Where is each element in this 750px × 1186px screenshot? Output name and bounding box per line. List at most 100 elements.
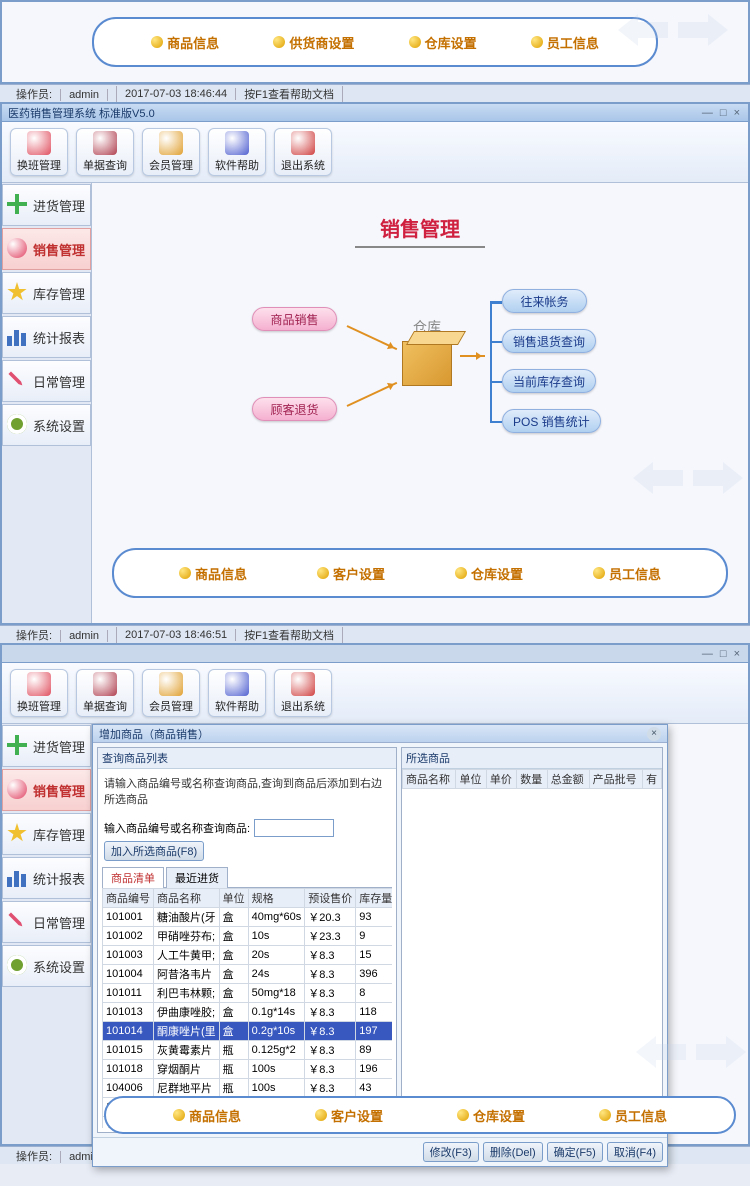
- dot-icon: [457, 1109, 469, 1121]
- node-product-sale[interactable]: 商品销售: [252, 307, 337, 331]
- dialog-button-删除(Del)[interactable]: 删除(Del): [483, 1142, 543, 1162]
- connector-icon: [490, 301, 502, 303]
- toolbar-退出系统[interactable]: 退出系统: [274, 128, 332, 176]
- dialog-button-取消(F4)[interactable]: 取消(F4): [607, 1142, 663, 1162]
- sidebar-item-库存管理[interactable]: 库存管理: [2, 813, 91, 855]
- sidebar-item-统计报表[interactable]: 统计报表: [2, 316, 91, 358]
- toolbar-软件帮助[interactable]: 软件帮助: [208, 128, 266, 176]
- dot-icon: [317, 567, 329, 579]
- close-icon[interactable]: ×: [647, 727, 661, 741]
- toolbar-换班管理[interactable]: 换班管理: [10, 669, 68, 717]
- dialog-button-修改(F3)[interactable]: 修改(F3): [423, 1142, 479, 1162]
- nav-arrows: [618, 10, 728, 50]
- node-往来帐务[interactable]: 往来帐务: [502, 289, 587, 313]
- prev-arrow-icon[interactable]: [636, 1032, 686, 1072]
- next-arrow-icon[interactable]: [696, 1032, 746, 1072]
- toolbar-软件帮助[interactable]: 软件帮助: [208, 669, 266, 717]
- col-header[interactable]: 数量: [517, 770, 547, 789]
- col-header[interactable]: 库存量: [356, 889, 392, 908]
- table-row[interactable]: 101001糖油酸片(牙盒40mg*60s￥20.393浙江昂利: [103, 908, 393, 927]
- next-arrow-icon[interactable]: [678, 10, 728, 50]
- toolbar-单据查询[interactable]: 单据查询: [76, 128, 134, 176]
- sidebar-item-库存管理[interactable]: 库存管理: [2, 272, 91, 314]
- diagram-title: 销售管理: [102, 213, 738, 242]
- col-header[interactable]: 有: [643, 770, 662, 789]
- sidebar-item-进货管理[interactable]: 进货管理: [2, 725, 91, 767]
- tab-最近进货[interactable]: 最近进货: [166, 867, 228, 888]
- add-selected-button[interactable]: 加入所选商品(F8): [104, 841, 204, 861]
- sidebar-item-日常管理[interactable]: 日常管理: [2, 901, 91, 943]
- toolbar-会员管理[interactable]: 会员管理: [142, 128, 200, 176]
- col-header[interactable]: 规格: [248, 889, 305, 908]
- link-warehouse-settings[interactable]: 仓库设置: [409, 33, 477, 52]
- col-header[interactable]: 商品编号: [103, 889, 154, 908]
- sidebar-item-统计报表[interactable]: 统计报表: [2, 857, 91, 899]
- link-customer-settings[interactable]: 客户设置: [315, 1106, 383, 1125]
- link-warehouse-settings[interactable]: 仓库设置: [457, 1106, 525, 1125]
- table-row[interactable]: 101011利巴韦林颗;盒50mg*18￥8.38四川百利: [103, 984, 393, 1003]
- link-product-info[interactable]: 商品信息: [173, 1106, 241, 1125]
- selected-panel-title: 所选商品: [402, 748, 662, 769]
- cell: 阿昔洛韦片: [154, 965, 220, 984]
- col-header[interactable]: 单价: [486, 770, 516, 789]
- cell: 101014: [103, 1022, 154, 1041]
- link-warehouse-settings[interactable]: 仓库设置: [455, 564, 523, 583]
- link-product-info[interactable]: 商品信息: [179, 564, 247, 583]
- bottom-links-bar: 商品信息 客户设置 仓库设置 员工信息: [102, 533, 738, 613]
- col-header[interactable]: 商品名称: [154, 889, 220, 908]
- sidebar-item-系统设置[interactable]: 系统设置: [2, 945, 91, 987]
- toolbar-icon: [159, 131, 183, 155]
- col-header[interactable]: 单位: [456, 770, 486, 789]
- table-row[interactable]: 101003人工牛黄甲;盒20s￥8.315石家庄: [103, 946, 393, 965]
- search-input[interactable]: [254, 819, 334, 837]
- prev-arrow-icon[interactable]: [633, 458, 683, 498]
- node-当前库存查询[interactable]: 当前库存查询: [502, 369, 596, 393]
- col-header[interactable]: 单位: [219, 889, 248, 908]
- sidebar-item-日常管理[interactable]: 日常管理: [2, 360, 91, 402]
- cell: 101004: [103, 965, 154, 984]
- node-POS 销售统计[interactable]: POS 销售统计: [502, 409, 601, 433]
- table-row[interactable]: 101014酮康唑片(里盒0.2g*10s￥8.3197西安杨森: [103, 1022, 393, 1041]
- sidebar-item-系统设置[interactable]: 系统设置: [2, 404, 91, 446]
- col-header[interactable]: 总金额: [547, 770, 589, 789]
- toolbar-icon: [225, 672, 249, 696]
- table-row[interactable]: 101018穿烟酮片瓶100s￥8.3196汕头金石: [103, 1060, 393, 1079]
- sidebar-item-label: 进货管理: [33, 737, 85, 756]
- link-supplier-settings[interactable]: 供货商设置: [273, 33, 354, 52]
- toolbar-icon: [27, 131, 51, 155]
- next-arrow-icon[interactable]: [693, 458, 743, 498]
- sidebar-item-销售管理[interactable]: 销售管理: [2, 228, 91, 270]
- link-customer-settings[interactable]: 客户设置: [317, 564, 385, 583]
- toolbar-会员管理[interactable]: 会员管理: [142, 669, 200, 717]
- col-header[interactable]: 产品批号: [589, 770, 642, 789]
- window-controls[interactable]: — □ ×: [702, 648, 742, 660]
- sidebar-item-销售管理[interactable]: 销售管理: [2, 769, 91, 811]
- col-header[interactable]: 预设售价: [305, 889, 356, 908]
- col-header[interactable]: 商品名称: [403, 770, 456, 789]
- node-customer-return[interactable]: 顾客退货: [252, 397, 337, 421]
- sidebar: 进货管理销售管理库存管理统计报表日常管理系统设置: [2, 724, 92, 1144]
- prev-arrow-icon[interactable]: [618, 10, 668, 50]
- tab-商品清单[interactable]: 商品清单: [102, 867, 164, 888]
- status-help: 按F1查看帮助文档: [236, 86, 343, 102]
- link-employee-info[interactable]: 员工信息: [531, 33, 599, 52]
- toolbar-换班管理[interactable]: 换班管理: [10, 128, 68, 176]
- sidebar-item-进货管理[interactable]: 进货管理: [2, 184, 91, 226]
- toolbar-icon: [291, 672, 315, 696]
- link-product-info[interactable]: 商品信息: [151, 33, 219, 52]
- selected-table-wrap[interactable]: 商品名称单位单价数量总金额产品批号有: [402, 769, 662, 1112]
- dialog-button-确定(F5)[interactable]: 确定(F5): [547, 1142, 603, 1162]
- toolbar-label: 单据查询: [83, 698, 127, 714]
- link-employee-info[interactable]: 员工信息: [599, 1106, 667, 1125]
- link-employee-info[interactable]: 员工信息: [593, 564, 661, 583]
- table-row[interactable]: 101002甲硝唑芬布;盒10s￥23.39广州联邦: [103, 927, 393, 946]
- cell: 101001: [103, 908, 154, 927]
- window-controls[interactable]: — □ ×: [702, 107, 742, 119]
- table-row[interactable]: 101015灰黄霉素片瓶0.125g*2￥8.389上海信谊: [103, 1041, 393, 1060]
- toolbar-单据查询[interactable]: 单据查询: [76, 669, 134, 717]
- table-row[interactable]: 101004阿昔洛韦片盒24s￥8.3396四川珍珠: [103, 965, 393, 984]
- node-销售退货查询[interactable]: 销售退货查询: [502, 329, 596, 353]
- sidebar-item-label: 系统设置: [33, 957, 85, 976]
- table-row[interactable]: 101013伊曲康唑胶;盒0.1g*14s￥8.3118西安杨森: [103, 1003, 393, 1022]
- toolbar-退出系统[interactable]: 退出系统: [274, 669, 332, 717]
